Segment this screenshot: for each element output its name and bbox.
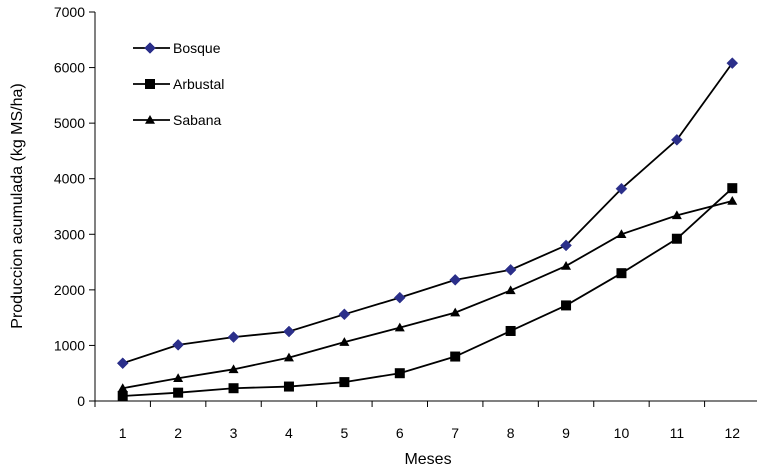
legend-item-arbustal: Arbustal [133, 76, 224, 92]
data-point-bosque [615, 182, 628, 195]
x-tick-label: 9 [562, 425, 570, 441]
data-point-arbustal [394, 368, 405, 379]
series-layer [116, 57, 739, 401]
data-point-sabana [283, 352, 294, 362]
data-point-bosque [504, 263, 517, 276]
y-tick-label: 0 [77, 393, 85, 409]
data-point-arbustal [228, 383, 239, 394]
y-tick-label: 3000 [54, 226, 85, 242]
data-point-sabana [173, 373, 184, 382]
x-tick-label: 11 [670, 425, 685, 441]
legend-label-bosque: Bosque [173, 40, 221, 56]
data-point-sabana [727, 195, 738, 205]
series-bosque [116, 57, 739, 370]
y-tick-label: 2000 [54, 282, 85, 298]
legend-label-arbustal: Arbustal [173, 76, 224, 92]
data-point-sabana [450, 307, 461, 317]
y-ticks: 0 1000 2000 3000 4000 5000 6000 7000 [54, 4, 95, 409]
legend-marker-sabana [145, 115, 155, 124]
legend-label-sabana: Sabana [173, 112, 221, 128]
series-line-arbustal [122, 187, 733, 397]
legend-item-sabana: Sabana [133, 112, 221, 128]
data-point-arbustal [450, 351, 461, 362]
data-point-arbustal [505, 325, 516, 336]
y-tick-label: 1000 [54, 337, 85, 353]
data-point-arbustal [283, 381, 294, 392]
data-point-sabana [339, 337, 350, 346]
x-tick-label: 1 [119, 425, 127, 441]
data-point-bosque [726, 57, 739, 69]
data-point-arbustal [671, 233, 682, 244]
x-tick-label: 10 [614, 425, 630, 441]
data-point-sabana [228, 364, 239, 374]
data-point-bosque [449, 274, 462, 286]
data-point-arbustal [616, 268, 627, 279]
data-point-arbustal [727, 183, 738, 194]
data-point-arbustal [117, 390, 128, 401]
data-point-bosque [338, 308, 351, 321]
data-point-sabana [505, 285, 516, 295]
data-point-bosque [283, 325, 295, 338]
data-point-sabana [117, 383, 128, 392]
series-line-sabana [122, 200, 733, 390]
data-point-sabana [671, 210, 682, 220]
x-tick-label: 7 [451, 425, 459, 441]
data-point-bosque [393, 291, 406, 304]
y-tick-label: 7000 [54, 4, 85, 20]
x-tick-label: 2 [174, 425, 182, 441]
data-point-bosque [116, 357, 129, 370]
data-point-bosque [172, 339, 184, 351]
x-tick-label: 4 [285, 425, 293, 441]
data-point-bosque [560, 239, 572, 252]
series-sabana [117, 195, 738, 392]
x-axis-title: Meses [404, 451, 451, 468]
legend-item-bosque: Bosque [133, 40, 221, 56]
legend: Bosque Arbustal Sabana [133, 40, 224, 128]
legend-marker-arbustal [145, 79, 155, 89]
legend-marker-bosque [144, 42, 156, 54]
y-tick-label: 4000 [54, 171, 85, 187]
data-point-arbustal [561, 300, 572, 311]
y-tick-label: 6000 [54, 60, 85, 76]
series-line-bosque [122, 62, 734, 365]
x-tick-label: 3 [230, 425, 238, 441]
data-point-bosque [671, 133, 683, 146]
x-ticks: 1 2 3 4 5 6 7 8 9 10 11 12 [94, 401, 741, 441]
data-point-arbustal [339, 377, 350, 388]
x-tick-label: 5 [340, 425, 348, 441]
series-arbustal [117, 183, 738, 401]
x-tick-label: 8 [507, 425, 515, 441]
data-point-arbustal [173, 387, 184, 398]
y-tick-label: 5000 [54, 115, 85, 131]
data-point-bosque [227, 331, 240, 343]
x-tick-label: 6 [396, 425, 404, 441]
data-point-sabana [616, 229, 627, 239]
y-axis-title: Produccion acumulada (kg MS/ha) [9, 83, 26, 328]
data-point-sabana [561, 260, 572, 270]
data-point-sabana [394, 322, 405, 332]
x-tick-label: 12 [725, 425, 741, 441]
